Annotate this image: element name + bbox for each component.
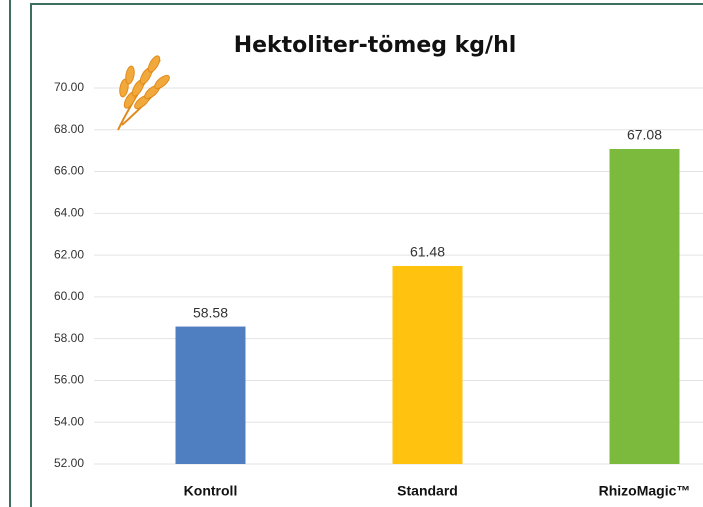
y-tick-label: 62.00 xyxy=(54,247,84,261)
x-tick-label: Kontroll xyxy=(184,483,238,499)
y-tick-label: 64.00 xyxy=(54,206,84,220)
y-tick-label: 60.00 xyxy=(54,289,84,303)
wheat-icon xyxy=(117,55,170,131)
y-tick-label: 52.00 xyxy=(54,456,84,470)
value-label: 58.58 xyxy=(193,304,228,320)
chart-title: Hektoliter-tömeg kg/hl xyxy=(234,33,517,58)
bar xyxy=(609,148,680,465)
y-tick-label: 56.00 xyxy=(54,373,84,387)
bar xyxy=(175,326,246,464)
y-tick-label: 70.00 xyxy=(54,80,84,94)
value-label: 67.08 xyxy=(627,127,662,143)
value-label: 61.48 xyxy=(410,244,445,260)
x-tick-label: Standard xyxy=(397,483,458,499)
y-tick-label: 68.00 xyxy=(54,122,84,136)
bar xyxy=(392,265,463,464)
y-tick-label: 66.00 xyxy=(54,164,84,178)
y-tick-label: 54.00 xyxy=(54,414,84,428)
y-tick-label: 58.00 xyxy=(54,331,84,345)
x-tick-label: RhizoMagic™ xyxy=(599,483,691,499)
